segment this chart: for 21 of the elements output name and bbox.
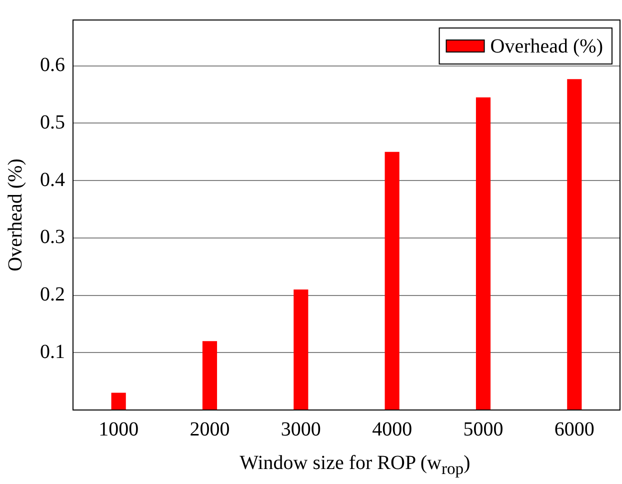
- x-tick-label: 6000: [554, 418, 594, 440]
- bar: [384, 152, 400, 410]
- bar: [294, 290, 308, 410]
- y-tick-label: 0.5: [40, 111, 65, 134]
- bar: [476, 97, 491, 410]
- x-tick-label: 1000: [98, 418, 139, 440]
- legend-label: Overhead (%): [490, 35, 604, 58]
- bar: [567, 79, 582, 410]
- y-tick-label: 0.2: [40, 284, 65, 306]
- y-tick-label: 0.4: [40, 168, 65, 191]
- x-tick-label: 5000: [463, 418, 504, 440]
- y-tick-label: 0.6: [40, 54, 65, 76]
- bar: [202, 341, 218, 410]
- y-tick-label: 0.1: [40, 340, 65, 363]
- y-axis-title: Overhead (%): [4, 158, 26, 272]
- y-tick-label: 0.3: [40, 226, 65, 248]
- x-axis-title: Window size for ROP (w$_{rop}$): [238, 452, 472, 479]
- x-tick-label: 4000: [372, 418, 412, 440]
- bar: [111, 392, 126, 410]
- x-tick-label: 2000: [190, 418, 230, 440]
- x-tick-label: 3000: [280, 418, 321, 440]
